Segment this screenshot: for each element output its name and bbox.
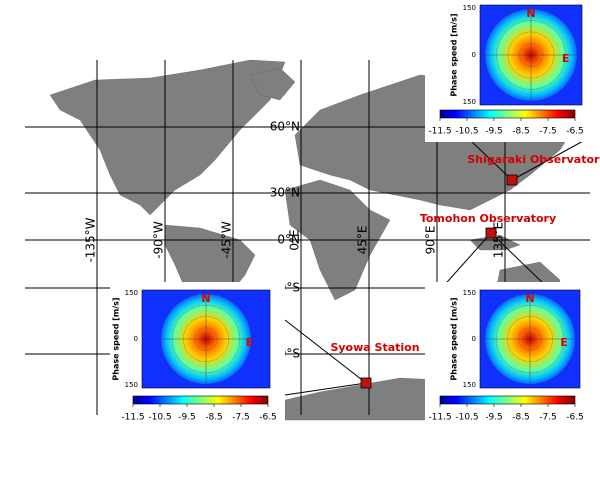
y-tick-label: 0 <box>472 51 476 59</box>
colorbar-tick-label: -6.5 <box>259 413 277 423</box>
colorbar-tick-label: -6.5 <box>566 127 584 137</box>
connector <box>439 232 492 291</box>
y-tick-label: 150 <box>463 98 476 106</box>
y-tick-label: 150 <box>125 289 138 297</box>
inset: N E Phase speed [m/s] 150 0 150 -11.5 -10.5 -9.5… <box>110 282 285 430</box>
colorbar-tick-label: -8.5 <box>205 413 223 423</box>
north-label: N <box>525 292 534 305</box>
longitude-label: 90°E <box>424 226 438 255</box>
colorbar-tick-label: -9.5 <box>178 413 196 423</box>
colorbar-tick-label: -7.5 <box>539 127 557 137</box>
colorbar-tick-label: -11.5 <box>428 127 451 137</box>
latitude-label: 0°N <box>277 233 300 247</box>
station-marker <box>485 227 497 239</box>
colorbar-tick-label: -8.5 <box>512 127 530 137</box>
station-marker <box>360 377 372 389</box>
colorbar-tick-label: -10.5 <box>148 413 171 423</box>
colorbar <box>132 395 269 405</box>
connector-lines <box>284 139 586 396</box>
stations: Shigaraki Observatory Tomohon Observatory… <box>330 153 600 389</box>
inset: N E Phase speed [m/s] 150 0 150 -11.5 -10.5 -9.5… <box>425 282 600 430</box>
connector <box>490 232 546 286</box>
colorbar-tick-label: -6.5 <box>566 413 584 423</box>
station-name: Tomohon Observatory <box>420 212 556 225</box>
longitude-label: 0°E <box>288 229 302 250</box>
inset: N E Phase speed [m/s] 150 0 150 -11.5 -10.5 -9.5… <box>425 0 600 142</box>
north-label: N <box>526 7 535 20</box>
longitude-label: -45°W <box>220 221 234 259</box>
colorbar-tick-label: -9.5 <box>485 413 503 423</box>
colorbar-tick-label: -11.5 <box>428 413 451 423</box>
y-axis-label: Phase speed [m/s] <box>450 13 459 96</box>
station-marker <box>506 174 518 186</box>
connector <box>284 319 367 384</box>
y-tick-label: 150 <box>125 381 138 389</box>
y-axis-label: Phase speed [m/s] <box>112 297 121 380</box>
connector <box>469 139 513 181</box>
east-label: E <box>560 336 568 349</box>
insets: N E Phase speed [m/s] 150 0 150 -11.5 -10.5 -9.5… <box>110 0 600 430</box>
colorbar-tick-label: -7.5 <box>539 413 557 423</box>
longitude-label: -90°W <box>152 221 166 259</box>
y-axis-label: Phase speed [m/s] <box>450 297 459 380</box>
east-label: E <box>562 52 570 65</box>
colorbar-tick-label: -7.5 <box>232 413 250 423</box>
y-tick-label: 0 <box>472 335 476 343</box>
colorbar <box>439 395 576 405</box>
longitude-label: -135°W <box>84 217 98 262</box>
east-label: E <box>246 336 254 349</box>
north-label: N <box>201 292 210 305</box>
latitude-label: 60°N <box>270 120 300 134</box>
colorbar-tick-label: -10.5 <box>455 413 478 423</box>
longitude-label: 45°E <box>356 226 370 255</box>
y-tick-label: 150 <box>463 4 476 12</box>
connector <box>284 382 367 396</box>
colorbar-tick-label: -9.5 <box>485 127 503 137</box>
latitude-label: 30°N <box>270 186 300 200</box>
colorbar-tick-label: -8.5 <box>512 413 530 423</box>
y-tick-label: 150 <box>463 381 476 389</box>
y-tick-label: 150 <box>463 289 476 297</box>
colorbar <box>439 109 576 119</box>
station-name: Syowa Station <box>330 341 419 354</box>
station-name: Shigaraki Observatory <box>467 153 600 166</box>
colorbar-tick-label: -10.5 <box>455 127 478 137</box>
y-tick-label: 0 <box>134 335 138 343</box>
connector <box>511 139 586 181</box>
colorbar-tick-label: -11.5 <box>121 413 144 423</box>
